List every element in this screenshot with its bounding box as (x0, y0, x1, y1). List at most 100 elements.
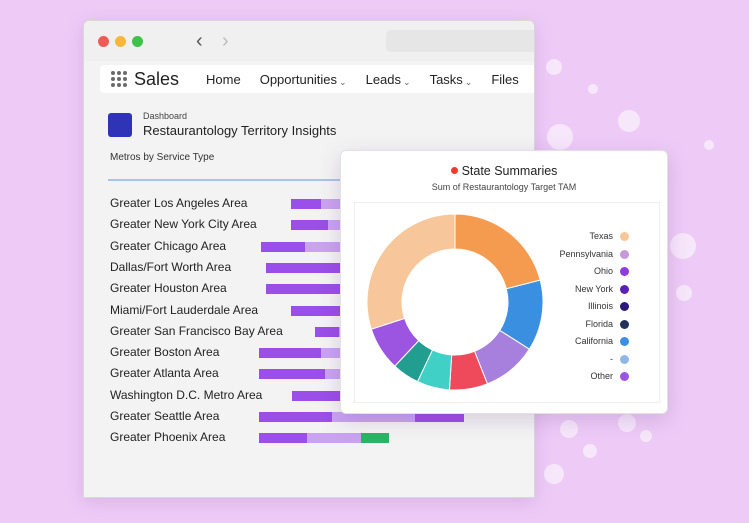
nav-item-home[interactable]: Home (206, 71, 241, 87)
legend-swatch (620, 232, 629, 241)
metro-row[interactable]: Greater Chicago Area (110, 237, 510, 257)
metro-row[interactable]: Greater Phoenix Area (110, 428, 510, 448)
legend-item[interactable]: - (519, 354, 629, 366)
divider (108, 179, 348, 181)
metro-bar-segment[interactable] (266, 284, 362, 295)
close-window-button[interactable] (98, 36, 109, 47)
back-arrow-icon[interactable]: ‹ (196, 30, 203, 52)
metro-bar-segment[interactable] (261, 241, 305, 252)
metro-label: Miami/Fort Lauderdale Area (110, 302, 259, 317)
legend-item[interactable]: Florida (519, 319, 629, 331)
metro-bar-segment[interactable] (259, 369, 325, 380)
section-title: Metros by Service Type (110, 152, 215, 163)
app-launcher-grid-icon[interactable] (111, 71, 127, 87)
metro-bar-segment[interactable] (361, 433, 389, 444)
background-bubble (546, 59, 562, 75)
legend-swatch (620, 249, 629, 259)
maximize-window-button[interactable] (132, 36, 143, 47)
dashboard-subtitle: Dashboard (143, 111, 188, 121)
metro-label: Greater Boston Area (110, 345, 220, 360)
legend-swatch (620, 319, 629, 329)
metro-bar-segment[interactable] (259, 348, 321, 359)
metro-bar-segment[interactable] (305, 241, 368, 252)
background-bubble (704, 140, 714, 150)
background-bubble (583, 444, 597, 458)
chevron-down-icon: ⌄ (339, 76, 347, 87)
card-subtitle: Sum of Restaurantology Target TAM (431, 182, 577, 192)
legend-label: Texas (589, 231, 613, 241)
forward-arrow-icon[interactable]: › (222, 30, 229, 52)
metro-bar-segment[interactable] (292, 390, 345, 401)
legend-label: - (610, 353, 613, 364)
metro-bar-segment[interactable] (291, 220, 328, 231)
card-title: State Summaries (461, 164, 558, 178)
metro-bar-segment[interactable] (266, 262, 362, 273)
background-bubble (676, 285, 692, 301)
metro-bar-segment[interactable] (315, 326, 339, 337)
background-bubble (618, 414, 636, 432)
metro-bar-segment[interactable] (259, 433, 307, 444)
metro-label: Greater Chicago Area (110, 238, 227, 253)
metro-label: Greater Seattle Area (110, 409, 220, 423)
metro-label: Washington D.C. Metro Area (110, 387, 263, 402)
legend-label: Ohio (593, 266, 613, 276)
background-bubble (588, 84, 598, 94)
dashboard-title: Restaurantology Territory Insights (143, 123, 337, 138)
legend-label: Illinois (587, 301, 613, 311)
legend-item[interactable]: Pennsylvania (519, 249, 629, 261)
legend-label: California (574, 336, 613, 346)
nav-item-leads[interactable]: Leads ⌄ (365, 71, 411, 87)
legend-item[interactable]: New York (519, 284, 629, 296)
metro-label: Greater Atlanta Area (110, 366, 219, 381)
legend-label: Other (590, 371, 613, 381)
dashboard-icon (108, 113, 132, 137)
metro-label: Dallas/Fort Worth Area (110, 259, 232, 274)
donut-chart[interactable] (365, 212, 545, 392)
legend-item[interactable]: Other (519, 371, 629, 383)
legend-item[interactable]: Illinois (519, 301, 629, 313)
state-summaries-card: State Summaries Sum of Restaurantology T… (340, 150, 668, 414)
legend-item[interactable]: California (519, 336, 629, 348)
status-dot-icon (450, 167, 458, 174)
background-bubble (560, 420, 578, 438)
minimize-window-button[interactable] (115, 36, 126, 47)
metro-bar-segment[interactable] (291, 199, 321, 209)
nav-item-opportunities[interactable]: Opportunities ⌄ (259, 71, 347, 87)
legend-swatch (620, 267, 629, 276)
background-bubble (618, 110, 640, 132)
legend-item[interactable]: Ohio (519, 266, 629, 278)
chevron-down-icon: ⌄ (464, 76, 473, 87)
legend-label: New York (574, 283, 613, 294)
address-bar[interactable] (386, 30, 534, 52)
legend-item[interactable]: Texas (519, 231, 629, 243)
metro-label: Greater Houston Area (110, 281, 227, 296)
title-bar: ‹ › (84, 21, 534, 61)
nav-item-files[interactable]: Files (491, 71, 519, 87)
legend-swatch (620, 337, 629, 346)
app-name: Sales (134, 68, 180, 89)
legend-label: Pennsylvania (559, 248, 613, 259)
background-bubble (544, 464, 564, 484)
donut-slice[interactable] (366, 213, 456, 330)
metro-bar-segment[interactable] (332, 412, 415, 422)
legend-swatch (620, 372, 629, 381)
metro-bar-segment[interactable] (291, 305, 366, 316)
background-bubble (640, 430, 652, 442)
nav-item-tasks[interactable]: Tasks ⌄ (429, 71, 473, 87)
metro-label: Greater San Francisco Bay Area (110, 323, 283, 338)
metro-label: Greater Phoenix Area (110, 430, 226, 445)
metro-bar-segment[interactable] (415, 412, 464, 422)
legend-swatch (620, 354, 629, 364)
metro-label: Greater New York City Area (110, 217, 257, 232)
legend-swatch (620, 284, 629, 294)
metro-label: Greater Los Angeles Area (110, 196, 248, 210)
metro-bar-segment[interactable] (307, 433, 361, 444)
background-bubble (547, 124, 573, 150)
chart-area: Texas Pennsylvania Ohio New York Illinois Flo… (354, 202, 660, 403)
legend-label: Florida (585, 318, 613, 329)
metro-bar-segment[interactable] (259, 412, 332, 422)
legend-swatch (620, 302, 629, 311)
app-navigation-bar: Sales Home Opportunities ⌄ Leads ⌄ Tasks ⌄ … (100, 65, 534, 93)
metro-row[interactable]: Greater Seattle Area (110, 407, 510, 427)
background-bubble (670, 233, 696, 259)
